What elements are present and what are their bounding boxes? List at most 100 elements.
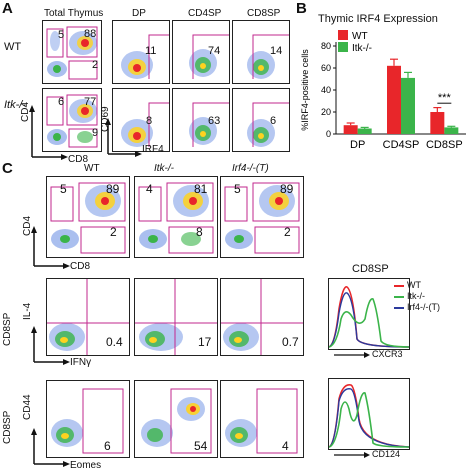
- facs-c-wt-cd4cd8: [46, 176, 130, 258]
- header-cd8sp: CD8SP: [247, 8, 281, 19]
- facs-c-irf4-cd44: [220, 380, 304, 458]
- c-irf4-cd4cd8-tr: 89: [280, 182, 294, 196]
- wt-total-tl: 5: [58, 29, 65, 41]
- header-cd4sp: CD4SP: [188, 8, 222, 19]
- facs-wt-cd4sp: [172, 20, 230, 84]
- chart-title: Thymic IRF4 Expression: [318, 13, 438, 25]
- density-plot: [224, 182, 300, 254]
- density-plot: [47, 279, 129, 355]
- itk-cd8sp-value: 6: [270, 115, 277, 127]
- x-tick-label: CD4SP: [383, 139, 420, 151]
- c-itk-cd44-value: 54: [194, 439, 208, 453]
- wt-dp-value: 11: [145, 45, 157, 57]
- facs-itk-dp: [112, 88, 170, 152]
- facs-wt-dp: [112, 20, 170, 84]
- panel-a-letter: A: [2, 0, 13, 17]
- density-plot: [51, 388, 124, 454]
- axis-label-irf4: IRF4: [142, 144, 164, 155]
- hist-legend-item: Irf4-/-(T): [394, 302, 440, 313]
- hist-cd124: [328, 378, 410, 450]
- hist-legend-item: Itk-/-: [394, 291, 440, 302]
- density-plot: [247, 34, 289, 79]
- bar-Itk-/--DP: [357, 128, 372, 134]
- row-label-wt: WT: [4, 41, 22, 53]
- hist-legend: WT Itk-/- Irf4-/-(T): [394, 280, 440, 313]
- c-irf4-cd44-value: 4: [282, 439, 289, 453]
- hist-arrow-1: [334, 352, 370, 358]
- c-wt-cd44-value: 6: [104, 439, 111, 453]
- hist-legend-irf4: Irf4-/-(T): [407, 302, 440, 312]
- hist-cxcr3-curves: [329, 286, 409, 348]
- facs-c-wt-cd44: [46, 380, 130, 458]
- axis-arrows-a: [29, 105, 68, 160]
- facs-c-irf4-il4: [220, 278, 304, 356]
- hist-title: CD8SP: [352, 263, 389, 275]
- significance-label: ***: [438, 92, 452, 104]
- density-plot: [121, 34, 169, 79]
- c-itk-cd4cd8-br: 8: [196, 225, 203, 239]
- axis-label-ifng: IFNγ: [70, 357, 92, 368]
- hist-cd124-curves: [329, 383, 409, 448]
- c-itk-cd4cd8-tr: 81: [194, 182, 208, 196]
- wt-total-br: 2: [92, 59, 99, 71]
- facs-c-itk-il4: [134, 278, 218, 356]
- y-tick-label: 20: [321, 107, 331, 117]
- c-itk-cd4cd8-tl: 4: [146, 182, 153, 196]
- c-irf4-cd4cd8-br: 2: [284, 225, 291, 239]
- itk-total-tl: 6: [58, 96, 65, 108]
- c-wt-il4-value: 0.4: [106, 335, 123, 349]
- c-wt-cd4cd8-tr: 89: [106, 182, 120, 196]
- header-total-thymus: Total Thymus: [44, 8, 104, 19]
- y-axis-label: %IRF4-positive cells: [300, 49, 310, 131]
- wt-cd8sp-value: 14: [270, 45, 283, 57]
- legend-swatch-WT: [338, 30, 348, 40]
- hist-arrow-2: [334, 452, 370, 458]
- hist-legend-item: WT: [394, 280, 440, 291]
- c-wt-cd4cd8-br: 2: [110, 225, 117, 239]
- facs-c-itk-cd4cd8: [134, 176, 218, 258]
- itk-dp-value: 8: [146, 115, 153, 127]
- density-plot: [46, 26, 98, 80]
- row-label-cd8sp-b: CD8SP: [2, 410, 13, 444]
- legend-swatch-wt: [394, 284, 404, 287]
- axis-label-eomes: Eomes: [70, 460, 102, 471]
- bar-WT-DP: [343, 125, 358, 134]
- y-tick-label: 60: [321, 63, 331, 73]
- density-plot: [50, 182, 126, 254]
- legend-swatch-irf4: [394, 306, 404, 309]
- x-tick-label: CD8SP: [426, 139, 463, 151]
- bar-chart: 0 20 40 60 80 %IRF4-positive cells DP CD4SP CD8S…: [300, 30, 466, 151]
- col-header-itk: Itk-/-: [154, 163, 174, 174]
- hist-axis-cxcr3: CXCR3: [372, 349, 403, 359]
- density-plot: [225, 388, 298, 454]
- axis-arrows-c2: [31, 326, 70, 365]
- c-irf4-cd4cd8-tl: 5: [234, 182, 241, 196]
- col-header-wt: WT: [84, 163, 100, 174]
- density-plot: [247, 102, 289, 147]
- c-irf4-il4-value: 0.7: [282, 335, 299, 349]
- row-label-itk: Itk-/-: [4, 99, 26, 111]
- y-tick-label: 40: [321, 85, 331, 95]
- col-header-irf4: Irf4-/-(T): [232, 163, 269, 174]
- facs-wt-cd8sp: [232, 20, 290, 84]
- axis-arrows-c3: [31, 428, 70, 467]
- bar-Itk-/--CD4SP: [401, 77, 415, 134]
- axis-label-cd8-a: CD8: [68, 154, 89, 165]
- density-plot: [221, 279, 303, 355]
- panel-c-letter: C: [2, 160, 13, 177]
- legend-swatch-itk: [394, 295, 404, 298]
- axis-label-il4: IL-4: [22, 302, 33, 320]
- density-plot: [121, 102, 169, 147]
- density-plot: [189, 102, 229, 147]
- legend-label: WT: [352, 31, 368, 42]
- hist-legend-itk: Itk-/-: [407, 291, 425, 301]
- density-plot: [135, 279, 217, 355]
- wt-total-tr: 88: [84, 28, 97, 40]
- axis-label-cd8-c: CD8: [70, 261, 91, 272]
- c-wt-cd4cd8-tl: 5: [60, 182, 67, 196]
- x-tick-label: DP: [350, 139, 365, 151]
- axis-arrows-c1: [31, 226, 70, 269]
- bar-Itk-/--CD8SP: [444, 127, 459, 134]
- facs-itk-cd4sp: [172, 88, 230, 152]
- y-tick-label: 0: [326, 129, 331, 139]
